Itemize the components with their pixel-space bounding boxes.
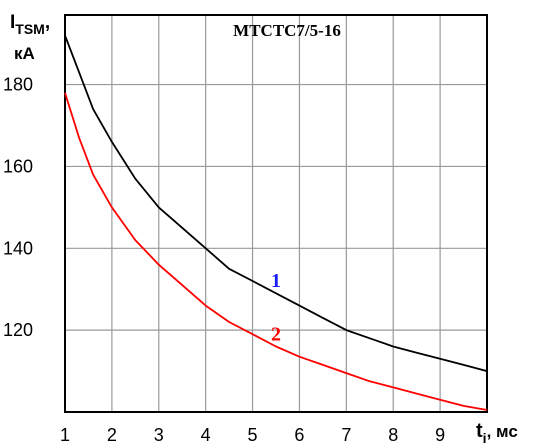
x-axis-label: ti, мс (476, 420, 518, 446)
plot-border (64, 14, 488, 413)
tick-labels: 1 2 3 4 5 6 7 8 9 120 140 160 180 (3, 75, 445, 445)
grid-lines (65, 15, 487, 412)
x-tick-label: 7 (341, 425, 351, 445)
y-tick-label: 180 (3, 75, 33, 95)
curves: 12 (64, 35, 488, 411)
x-axis-label-main: t (476, 420, 483, 442)
curve-label-1: 1 (271, 270, 281, 292)
series-line-1 (64, 35, 488, 372)
y-tick-label: 120 (3, 320, 33, 340)
y-axis-label-suffix: , (45, 12, 50, 33)
curve-label-2: 2 (271, 323, 281, 345)
x-tick-label: 3 (154, 425, 164, 445)
y-axis-unit: кА (14, 44, 35, 63)
x-tick-label: 5 (248, 425, 258, 445)
x-tick-label: 8 (388, 425, 398, 445)
plot-area-frame (64, 14, 488, 413)
x-tick-label: 9 (435, 425, 445, 445)
series-line-2 (64, 92, 488, 411)
y-axis-label: ITSM, (10, 12, 50, 37)
x-axis-label-sub: i (483, 430, 487, 446)
y-tick-label: 140 (3, 238, 33, 258)
y-axis-label-sub: TSM (15, 21, 45, 37)
x-tick-label: 6 (294, 425, 304, 445)
y-axis-label-main: I (10, 12, 15, 33)
x-tick-label: 1 (60, 425, 70, 445)
x-axis-label-suffix: , мс (487, 422, 518, 441)
x-tick-label: 4 (201, 425, 211, 445)
x-tick-label: 2 (107, 425, 117, 445)
y-tick-label: 160 (3, 156, 33, 176)
chart-title: МТСТС7/5-16 (233, 21, 341, 40)
